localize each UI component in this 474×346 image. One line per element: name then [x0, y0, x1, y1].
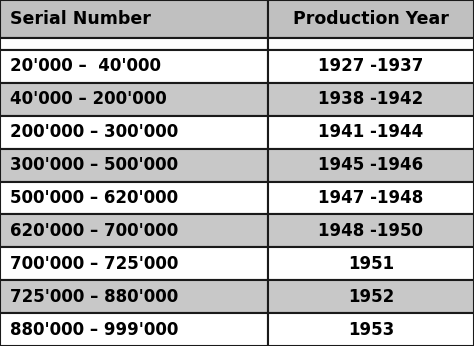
Bar	[0, 149, 268, 182]
Bar	[0, 182, 268, 215]
Bar	[268, 215, 474, 247]
Bar	[268, 149, 474, 182]
Bar	[0, 313, 268, 346]
Text: 1952: 1952	[348, 288, 394, 306]
Text: 40'000 – 200'000: 40'000 – 200'000	[10, 90, 167, 108]
Text: 1948 -1950: 1948 -1950	[319, 222, 423, 240]
Text: 620'000 – 700'000: 620'000 – 700'000	[10, 222, 178, 240]
Text: 1941 -1944: 1941 -1944	[318, 123, 424, 141]
Bar	[0, 83, 268, 116]
Bar	[268, 247, 474, 280]
Text: 1927 -1937: 1927 -1937	[318, 57, 424, 75]
Text: 1953: 1953	[348, 320, 394, 338]
Bar	[0, 116, 268, 149]
Bar	[268, 116, 474, 149]
Bar	[268, 0, 474, 38]
Bar	[0, 0, 268, 38]
Text: 1945 -1946: 1945 -1946	[319, 156, 423, 174]
Bar	[0, 38, 268, 50]
Text: 1947 -1948: 1947 -1948	[318, 189, 424, 207]
Bar	[0, 280, 268, 313]
Text: 200'000 – 300'000: 200'000 – 300'000	[10, 123, 178, 141]
Text: 725'000 – 880'000: 725'000 – 880'000	[10, 288, 178, 306]
Text: Serial Number: Serial Number	[10, 10, 151, 28]
Text: 1951: 1951	[348, 255, 394, 273]
Bar	[0, 215, 268, 247]
Bar	[268, 38, 474, 50]
Text: 20'000 –  40'000: 20'000 – 40'000	[10, 57, 161, 75]
Bar	[0, 50, 268, 83]
Bar	[268, 182, 474, 215]
Text: 880'000 – 999'000: 880'000 – 999'000	[10, 320, 178, 338]
Bar	[268, 50, 474, 83]
Text: Production Year: Production Year	[293, 10, 449, 28]
Text: 300'000 – 500'000: 300'000 – 500'000	[10, 156, 178, 174]
Bar	[268, 280, 474, 313]
Text: 1938 -1942: 1938 -1942	[318, 90, 424, 108]
Bar	[0, 247, 268, 280]
Bar	[268, 83, 474, 116]
Bar	[268, 313, 474, 346]
Text: 500'000 – 620'000: 500'000 – 620'000	[10, 189, 178, 207]
Text: 700'000 – 725'000: 700'000 – 725'000	[10, 255, 178, 273]
